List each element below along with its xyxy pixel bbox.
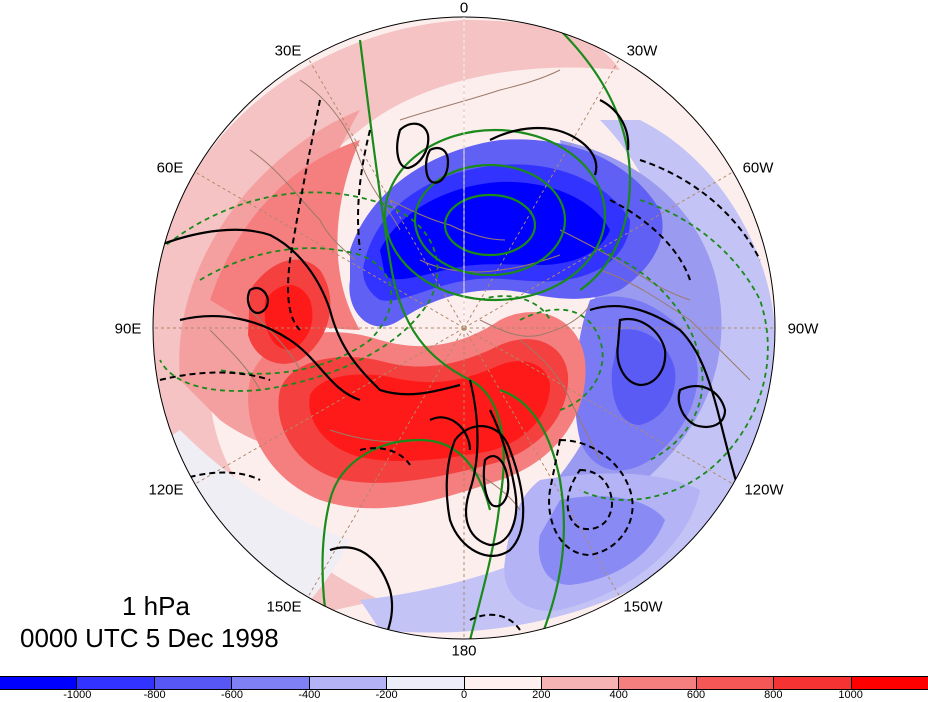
lon-label-90w: 90W bbox=[787, 320, 819, 338]
colorbar bbox=[0, 676, 928, 690]
colorbar-box-7 bbox=[541, 677, 620, 689]
pressure-level-title: 1 hPa bbox=[122, 591, 190, 621]
lon-label-0: 0 bbox=[459, 0, 469, 17]
green-solid-contours bbox=[321, 29, 632, 639]
lon-label-30w: 30W bbox=[626, 42, 658, 60]
lon-label-180: 180 bbox=[451, 642, 477, 660]
colorbar-box-8 bbox=[619, 677, 697, 689]
colorbar-tick-label: -400 bbox=[298, 689, 321, 701]
colorbar-box-3 bbox=[232, 677, 310, 689]
colorbar-box-5 bbox=[387, 677, 465, 689]
timestamp-title: 0000 UTC 5 Dec 1998 bbox=[20, 623, 279, 653]
polar-map bbox=[152, 16, 776, 640]
colorbar-box-4 bbox=[309, 677, 388, 689]
colorbar-box-0 bbox=[0, 677, 78, 689]
lon-label-150w: 150W bbox=[623, 598, 663, 616]
colorbar-tick-label: -200 bbox=[375, 689, 398, 701]
lon-label-60w: 60W bbox=[742, 159, 774, 177]
lon-label-60e: 60E bbox=[156, 159, 184, 177]
lon-label-120e: 120E bbox=[148, 481, 184, 499]
lon-label-150e: 150E bbox=[266, 598, 302, 616]
colorbar-tick-label: -600 bbox=[220, 689, 244, 701]
colorbar-tick-label: -1000 bbox=[63, 689, 92, 701]
colorbar-tick-label: 200 bbox=[532, 689, 551, 701]
colorbar-tick-label: -800 bbox=[143, 689, 166, 701]
colorbar-box-11 bbox=[851, 677, 928, 689]
lon-label-90e: 90E bbox=[114, 320, 142, 338]
anomaly-shading bbox=[153, 20, 775, 639]
colorbar-box-6 bbox=[464, 677, 542, 689]
colorbar-box-1 bbox=[77, 677, 155, 689]
colorbar-box-2 bbox=[154, 677, 233, 689]
colorbar-box-9 bbox=[696, 677, 775, 689]
colorbar-tick-label: 400 bbox=[609, 689, 628, 701]
lon-label-30e: 30E bbox=[274, 42, 302, 60]
colorbar-tick-label: 0 bbox=[460, 689, 468, 701]
black-dashed-contours bbox=[159, 99, 761, 631]
colorbar-box-10 bbox=[774, 677, 852, 689]
colorbar-tick-label: 600 bbox=[686, 689, 706, 701]
lon-label-120w: 120W bbox=[744, 481, 784, 499]
colorbar-tick-label: 1000 bbox=[838, 689, 863, 701]
colorbar-tick-label: 800 bbox=[764, 689, 783, 701]
